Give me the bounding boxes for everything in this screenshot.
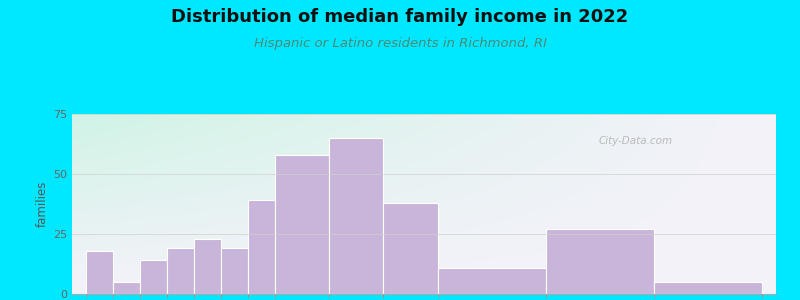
Text: Hispanic or Latino residents in Richmond, RI: Hispanic or Latino residents in Richmond… <box>254 38 546 50</box>
Bar <box>330 138 383 294</box>
Bar <box>275 155 330 294</box>
Bar <box>654 282 762 294</box>
Y-axis label: families: families <box>36 181 49 227</box>
Text: Distribution of median family income in 2022: Distribution of median family income in … <box>171 8 629 26</box>
Bar <box>221 248 248 294</box>
Bar <box>166 248 194 294</box>
Text: City-Data.com: City-Data.com <box>598 136 672 146</box>
Bar <box>140 260 166 294</box>
Bar <box>86 251 113 294</box>
Bar <box>383 203 438 294</box>
Bar <box>248 200 275 294</box>
Bar <box>546 229 654 294</box>
Bar <box>438 268 546 294</box>
Bar <box>194 239 221 294</box>
Bar <box>113 282 140 294</box>
